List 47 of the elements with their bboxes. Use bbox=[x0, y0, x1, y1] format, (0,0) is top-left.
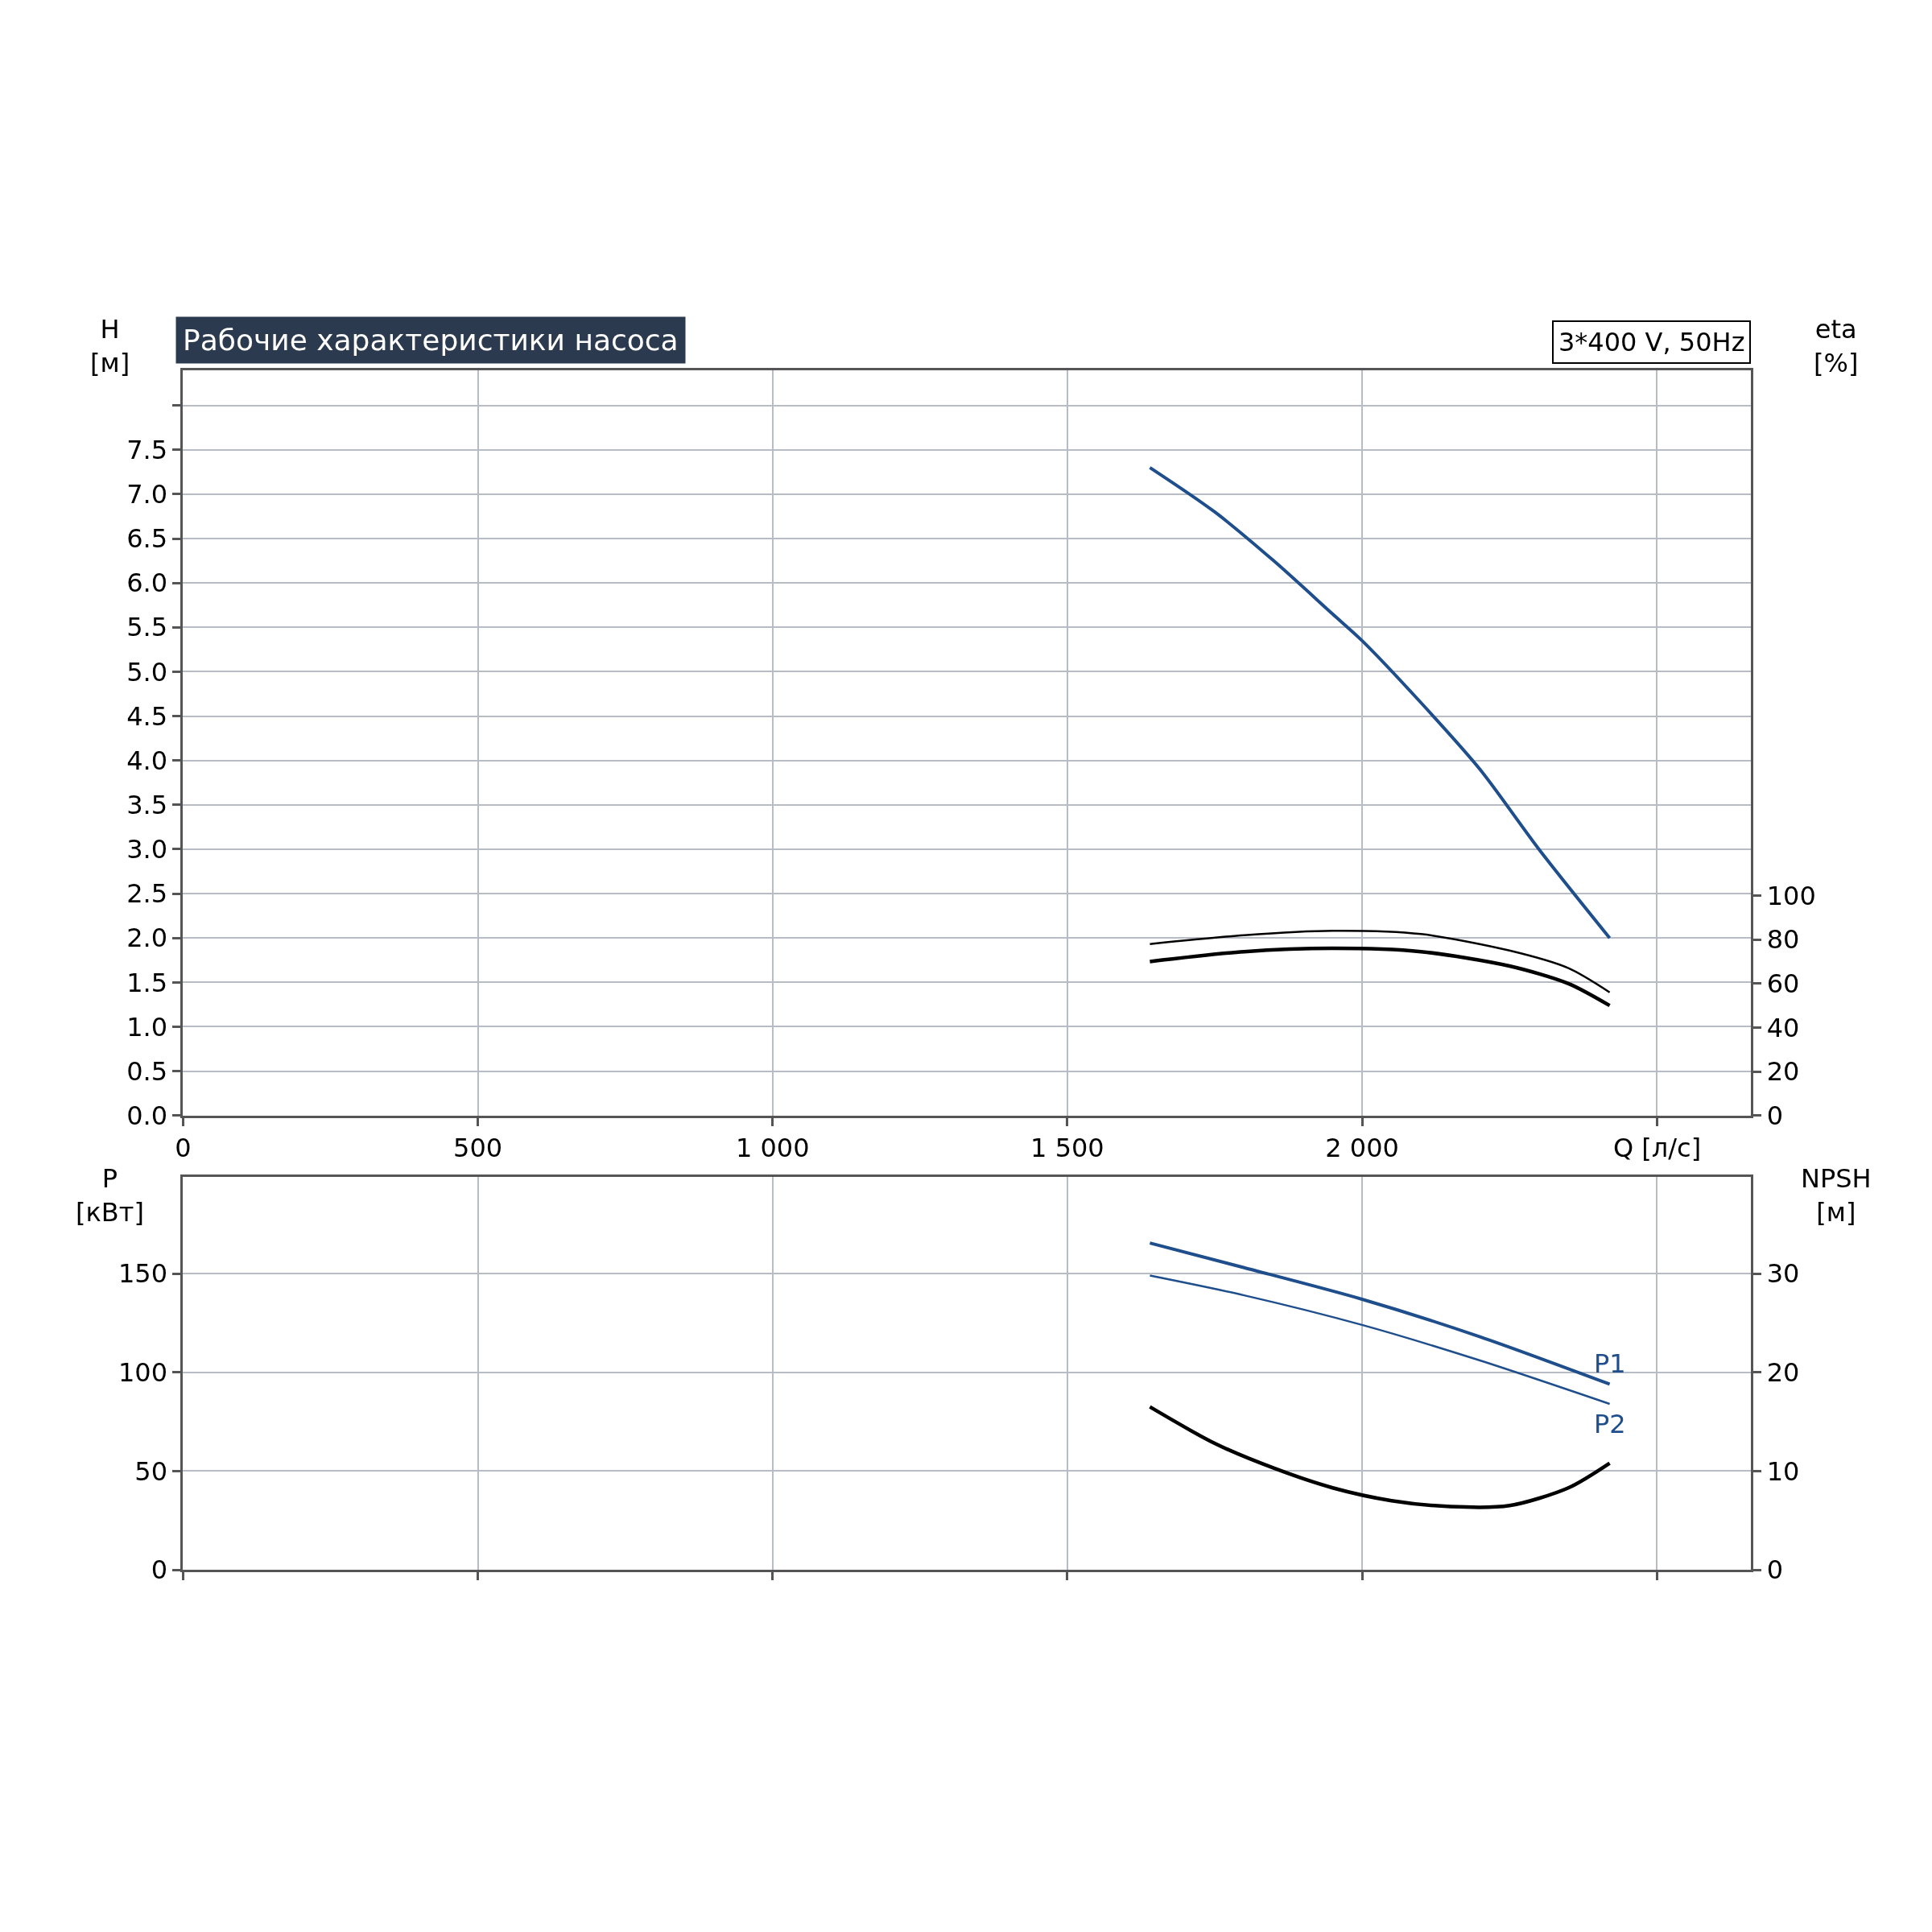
x-tick-label: 1 000 bbox=[735, 1133, 810, 1164]
y-tick-label: 6.5 bbox=[126, 523, 168, 555]
y-tick-label: 2.0 bbox=[126, 923, 168, 954]
y2-axis-title: eta [%] bbox=[1814, 314, 1859, 378]
y2-tick-label: 20 bbox=[1766, 1056, 1800, 1088]
y-tick-label: 150 bbox=[118, 1258, 168, 1290]
x-tick-label: 1 500 bbox=[1030, 1133, 1104, 1164]
y2-tick-label: 30 bbox=[1766, 1258, 1800, 1290]
y-tick-label: 0 bbox=[151, 1554, 168, 1586]
line-series bbox=[1149, 929, 1611, 993]
y-tick-label: 0.5 bbox=[126, 1055, 168, 1087]
y2-tick-label: 0 bbox=[1766, 1100, 1784, 1131]
x-axis-title: Q [л/с] bbox=[1613, 1133, 1702, 1163]
series-label: P1 bbox=[1594, 1348, 1626, 1379]
series-label: P2 bbox=[1594, 1409, 1626, 1439]
y-tick-label: 1.0 bbox=[126, 1011, 168, 1042]
y2-tick-label: 60 bbox=[1766, 968, 1800, 1000]
y-axis-title: H [м] bbox=[90, 314, 130, 378]
line-series bbox=[1148, 946, 1612, 1008]
y-tick-label: 50 bbox=[134, 1455, 168, 1487]
chart-title: Рабочие характеристики насоса bbox=[183, 324, 679, 357]
y-tick-label: 6.0 bbox=[126, 568, 168, 599]
x-tick-label: 500 bbox=[453, 1133, 503, 1164]
y-tick-label: 5.5 bbox=[126, 612, 168, 643]
y2-axis-title: NPSH [м] bbox=[1801, 1163, 1872, 1228]
y2-tick-label: 100 bbox=[1766, 880, 1816, 911]
y2-tick-label: 20 bbox=[1766, 1356, 1800, 1388]
y-tick-label: 7.5 bbox=[126, 434, 168, 465]
y-tick-label: 1.5 bbox=[126, 967, 168, 998]
y-tick-label: 5.0 bbox=[126, 656, 168, 687]
y2-tick-label: 40 bbox=[1766, 1012, 1800, 1043]
x-tick-label: 0 bbox=[175, 1133, 192, 1164]
x-tick-label: 2 000 bbox=[1325, 1133, 1399, 1164]
y-tick-label: 0.0 bbox=[126, 1100, 168, 1131]
y2-tick-label: 80 bbox=[1766, 924, 1800, 956]
line-series bbox=[1148, 465, 1612, 940]
y-tick-label: 2.5 bbox=[126, 878, 168, 910]
y-tick-label: 4.0 bbox=[126, 745, 168, 776]
y-tick-label: 7.0 bbox=[126, 479, 168, 510]
y2-tick-label: 10 bbox=[1766, 1455, 1800, 1487]
text: 3*400 V, 50Hz bbox=[1558, 327, 1745, 357]
y-axis-title: P [кВт] bbox=[76, 1163, 144, 1228]
y2-tick-label: 0 bbox=[1766, 1554, 1784, 1586]
y-tick-label: 3.5 bbox=[126, 790, 168, 821]
y-tick-label: 3.0 bbox=[126, 834, 168, 865]
y-tick-label: 4.5 bbox=[126, 700, 168, 732]
y-tick-label: 100 bbox=[118, 1356, 168, 1388]
